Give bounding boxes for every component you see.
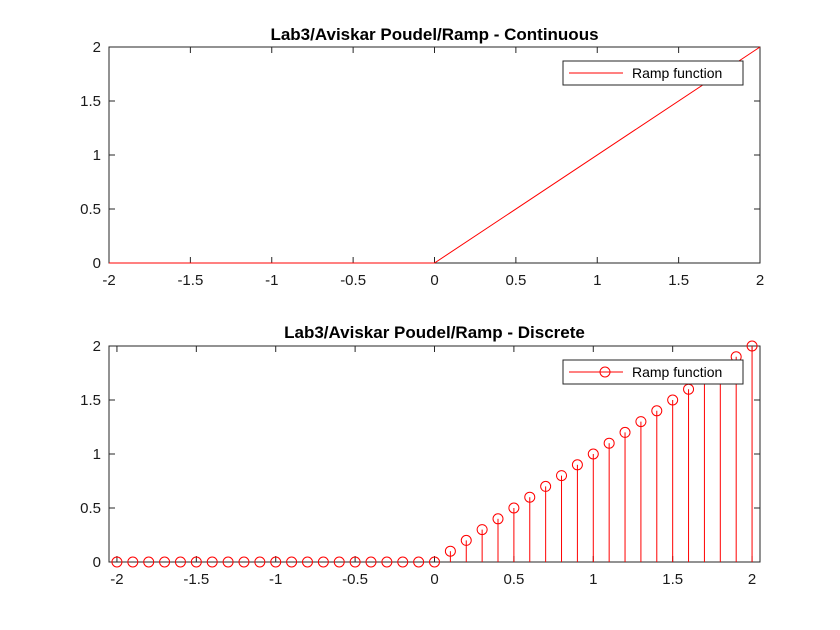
- stem-marker: [667, 394, 679, 406]
- y-tick-label: 1.5: [80, 392, 101, 409]
- legend: Ramp function: [562, 359, 744, 385]
- stem-marker: [651, 405, 663, 417]
- stem-marker: [317, 556, 329, 568]
- x-tick-label: 1: [593, 272, 601, 289]
- stem-marker: [238, 556, 250, 568]
- chart-2: Lab3/Aviskar Poudel/Ramp - Discrete -2 -1.…: [80, 323, 761, 588]
- stem-marker: [349, 556, 361, 568]
- stem-marker: [413, 556, 425, 568]
- series-line: [109, 46, 761, 264]
- x-tick-label: 2: [748, 571, 756, 588]
- stem-marker: [619, 426, 631, 438]
- stem-marker: [381, 556, 393, 568]
- stem-marker: [270, 556, 282, 568]
- y-tick-label: 2: [93, 39, 101, 56]
- chart-title: Lab3/Aviskar Poudel/Ramp - Continuous: [270, 25, 598, 44]
- stem-marker: [444, 545, 456, 557]
- x-tick-label: 0.5: [503, 571, 524, 588]
- stem-marker: [333, 556, 345, 568]
- stem-marker: [127, 556, 139, 568]
- stem-marker: [556, 470, 568, 482]
- y-tick-label: 0: [93, 255, 101, 272]
- stem-marker: [222, 556, 234, 568]
- stem-marker: [492, 513, 504, 525]
- stem-marker: [174, 556, 186, 568]
- y-tick-label: 1.5: [80, 93, 101, 110]
- x-tick-label: 2: [756, 272, 764, 289]
- y-tick-label: 0: [93, 554, 101, 571]
- stem-marker: [635, 416, 647, 428]
- y-tick-label: 1: [93, 446, 101, 463]
- x-tick-label: 1: [589, 571, 597, 588]
- y-tick-label: 1: [93, 147, 101, 164]
- chart-1: Lab3/Aviskar Poudel/Ramp - Continuous -2 -…: [80, 25, 764, 289]
- stem-marker: [397, 556, 409, 568]
- x-tick-label: -1: [269, 571, 282, 588]
- stem-marker: [571, 459, 583, 471]
- chart-title: Lab3/Aviskar Poudel/Ramp - Discrete: [284, 323, 585, 342]
- x-tick-label: 1.5: [668, 272, 689, 289]
- stem-marker: [508, 502, 520, 514]
- x-tick-label: -1.5: [183, 571, 209, 588]
- x-tick-label: -0.5: [342, 571, 368, 588]
- x-tick-label: 1.5: [662, 571, 683, 588]
- stem-marker: [190, 556, 202, 568]
- stem-marker: [111, 556, 123, 568]
- y-tick-label: 0.5: [80, 500, 101, 517]
- stem-marker: [460, 534, 472, 546]
- x-tick-label: -0.5: [340, 272, 366, 289]
- stem-marker: [524, 491, 536, 503]
- stem-marker: [603, 437, 615, 449]
- x-tick-label: 0: [430, 272, 438, 289]
- x-tick-label: 0.5: [505, 272, 526, 289]
- x-tick-label: 0: [430, 571, 438, 588]
- stem-marker: [476, 524, 488, 536]
- stem-marker: [206, 556, 218, 568]
- stem-marker: [429, 556, 440, 568]
- x-tick-label: -1.5: [177, 272, 203, 289]
- stem-marker: [254, 556, 266, 568]
- stem-marker: [365, 556, 377, 568]
- stem-marker: [587, 448, 599, 460]
- x-tick-label: -2: [102, 272, 115, 289]
- x-tick-label: -2: [110, 571, 123, 588]
- x-tick-label: -1: [265, 272, 278, 289]
- stem-marker: [540, 480, 552, 492]
- y-tick-label: 2: [93, 338, 101, 355]
- y-tick-label: 0.5: [80, 201, 101, 218]
- stem-marker: [746, 340, 758, 352]
- legend-marker: [599, 366, 611, 378]
- stem-marker: [159, 556, 171, 568]
- stem-marker: [286, 556, 298, 568]
- legend-label: Ramp function: [632, 65, 722, 81]
- stem-marker: [301, 556, 313, 568]
- stem-marker: [143, 556, 155, 568]
- legend: Ramp function: [562, 60, 744, 86]
- legend-label: Ramp function: [632, 364, 722, 380]
